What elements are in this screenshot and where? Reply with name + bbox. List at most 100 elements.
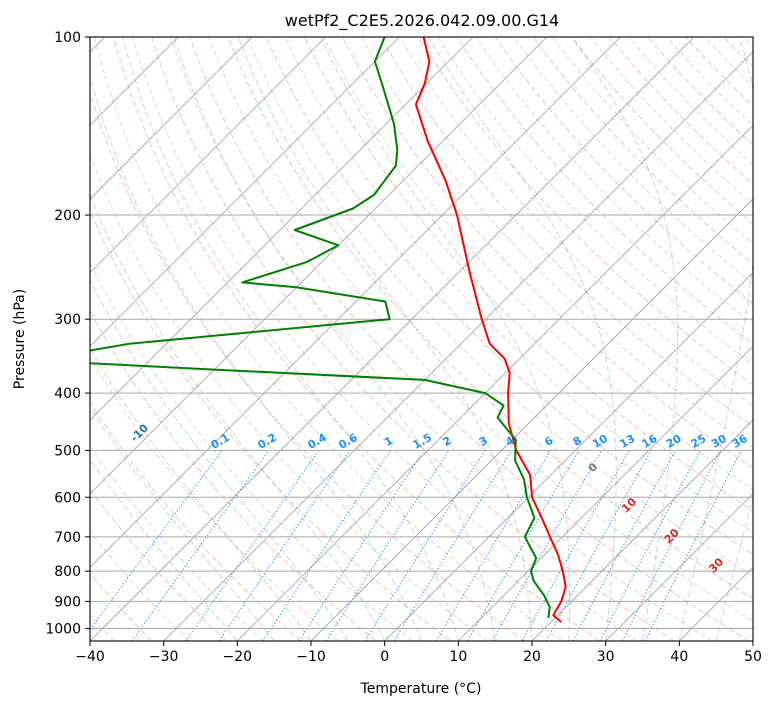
moist-adiabat-line xyxy=(428,37,617,641)
mixing-ratio-line xyxy=(90,450,223,631)
x-tick-label: 10 xyxy=(449,649,467,665)
dry-adiabat-line xyxy=(704,37,753,88)
dewpoint-trace xyxy=(90,37,551,619)
y-tick-label: 300 xyxy=(54,312,81,328)
mixing-ratio-label: 2 xyxy=(441,434,454,449)
dry-adiabat-line xyxy=(265,37,753,556)
dry-adiabat-line xyxy=(189,37,750,641)
moist-adiabat-line xyxy=(173,37,496,641)
dry-adiabat-line xyxy=(456,37,753,345)
mixing-ratio-line xyxy=(298,450,425,641)
isotherm-line xyxy=(605,493,753,641)
dry-adiabat-line xyxy=(762,37,775,641)
mixing-ratio-line xyxy=(599,450,701,641)
dry-adiabat-line xyxy=(284,37,753,534)
isotherm-line xyxy=(237,124,753,641)
x-tick-label: 0 xyxy=(380,649,389,665)
mixing-ratio-line xyxy=(325,450,450,641)
x-tick-label: 30 xyxy=(597,649,615,665)
mixing-ratio-line xyxy=(218,450,351,641)
dry-adiabat-line xyxy=(532,37,753,265)
mixing-ratio-line xyxy=(572,450,676,641)
dry-adiabat-line xyxy=(475,37,753,325)
dry-adiabat-line xyxy=(666,37,753,127)
mixing-ratio-line xyxy=(521,450,630,641)
x-tick-label: 20 xyxy=(523,649,541,665)
mixing-ratio-label: 1.5 xyxy=(411,431,434,452)
temperature-trace xyxy=(414,37,567,623)
moist-adiabat-label: 30 xyxy=(706,555,726,575)
dry-adiabat-line xyxy=(170,37,712,641)
isotherm-line xyxy=(90,37,695,641)
isotherm-line xyxy=(163,51,753,641)
plot-frame xyxy=(89,36,754,642)
isotherm-line xyxy=(90,37,400,347)
mixing-ratio-line xyxy=(131,450,270,641)
x-tick-label: 50 xyxy=(744,649,762,665)
mixing-ratio-line xyxy=(393,450,513,641)
y-tick-label: 200 xyxy=(54,208,81,224)
y-tick-label: 400 xyxy=(54,386,81,402)
mixing-ratio-label: 1 xyxy=(382,434,395,449)
isotherm-line xyxy=(531,419,753,641)
moist-adiabat-line xyxy=(319,37,570,641)
isotherm-line xyxy=(310,198,753,641)
mixing-ratio-line xyxy=(262,450,391,641)
dry-adiabat-line xyxy=(589,37,753,205)
moist-adiabat-label: 20 xyxy=(662,526,682,546)
isotherm-line xyxy=(384,272,753,641)
dry-adiabat-line xyxy=(94,37,563,641)
dry-adiabat-line xyxy=(90,488,227,641)
dry-adiabat-line xyxy=(90,310,376,641)
x-tick-label: −20 xyxy=(223,649,253,665)
dry-adiabat-line xyxy=(609,37,753,185)
isotherm-line xyxy=(90,37,547,495)
isotherm-line xyxy=(752,640,753,641)
isotherm-line xyxy=(90,37,326,274)
moist-adiabat-line xyxy=(237,37,533,641)
dry-adiabat-line xyxy=(90,530,190,641)
moist-adiabat-line xyxy=(752,639,753,641)
dry-adiabat-line xyxy=(341,37,753,470)
moist-adiabat-line xyxy=(90,74,422,641)
dry-adiabat-line xyxy=(90,401,302,641)
y-tick-label: 100 xyxy=(54,30,81,46)
moist-adiabat-line xyxy=(90,193,386,641)
mixing-ratio-line xyxy=(545,450,652,641)
dry-adiabat-line xyxy=(418,37,753,386)
moist-adiabat-line xyxy=(90,458,238,641)
dry-adiabat-line xyxy=(90,261,414,641)
mixing-ratio-label: 30 xyxy=(709,432,729,451)
isotherm-line xyxy=(458,345,753,641)
dry-adiabat-label: -10 xyxy=(128,421,151,444)
x-axis-label: Temperature (°C) xyxy=(360,681,482,697)
isotherm-line xyxy=(90,37,253,200)
dry-adiabat-line xyxy=(132,37,638,641)
x-tick-label: −30 xyxy=(149,649,179,665)
mixing-ratio-label: 10 xyxy=(590,432,610,451)
dry-adiabat-line xyxy=(647,37,753,146)
chart-title: wetPf2_C2E5.2026.042.09.00.G14 xyxy=(285,11,559,31)
dry-adiabat-line xyxy=(513,37,753,285)
y-tick-label: 500 xyxy=(54,443,81,459)
moist-adiabat-line xyxy=(90,406,275,641)
mixing-ratio-label: 13 xyxy=(618,432,638,451)
y-axis-label: Pressure (hPa) xyxy=(12,289,28,389)
mixing-ratio-label: 16 xyxy=(640,432,660,451)
y-tick-label: 900 xyxy=(54,594,81,610)
moist-adiabat-label: 40 xyxy=(752,583,772,603)
dry-adiabat-line xyxy=(0,37,2,641)
dry-adiabat-line xyxy=(246,37,753,577)
dry-adiabat-line xyxy=(570,37,753,225)
mixing-ratio-label: 3 xyxy=(477,434,490,449)
mixing-ratio-label: 36 xyxy=(730,432,750,451)
dry-adiabat-line xyxy=(322,37,753,491)
dry-adiabat-line xyxy=(399,37,753,407)
mixing-ratio-line xyxy=(185,450,320,641)
dry-adiabat-line xyxy=(551,37,753,245)
dry-adiabat-line xyxy=(113,37,600,641)
mixing-ratio-line xyxy=(435,450,552,641)
dry-adiabat-line xyxy=(208,37,753,622)
mixing-ratio-line xyxy=(364,450,486,641)
dry-adiabat-line xyxy=(90,209,451,641)
